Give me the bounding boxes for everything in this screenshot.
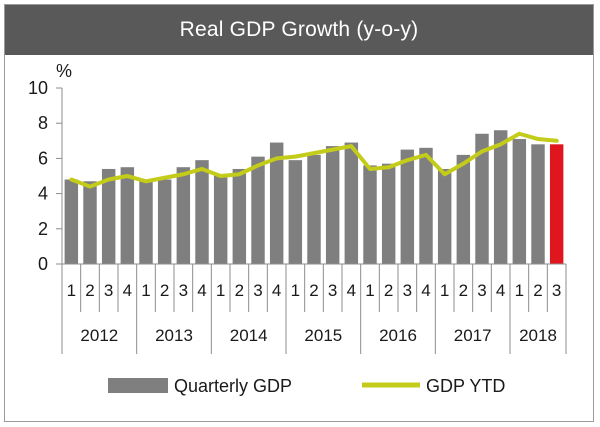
quarter-label-18: 3 xyxy=(403,281,412,300)
line-series-group xyxy=(69,131,559,189)
quarter-label-3: 4 xyxy=(123,281,132,300)
bar-1 xyxy=(83,181,97,264)
year-label-2012: 2012 xyxy=(80,326,118,345)
quarter-label-0: 1 xyxy=(67,281,76,300)
y-tick-label-10: 10 xyxy=(28,78,48,98)
bar-21 xyxy=(456,154,471,264)
quarter-label-8: 1 xyxy=(216,281,225,300)
bar-0 xyxy=(64,179,79,264)
quarter-label-13: 2 xyxy=(309,281,318,300)
quarter-label-20: 1 xyxy=(440,281,449,300)
quarter-label-23: 4 xyxy=(496,281,505,300)
bar-16 xyxy=(363,165,377,264)
quarter-label-6: 3 xyxy=(179,281,188,300)
year-label-2018: 2018 xyxy=(519,326,557,345)
bar-26 xyxy=(549,144,564,264)
quarter-label-19: 4 xyxy=(421,281,430,300)
quarter-label-7: 4 xyxy=(197,281,206,300)
bar-3 xyxy=(120,167,135,264)
quarter-label-12: 1 xyxy=(291,281,300,300)
chart-title: Real GDP Growth (y-o-y) xyxy=(5,5,593,55)
y-tick-label-4: 4 xyxy=(38,184,48,204)
legend-label-quarterly-gdp: Quarterly GDP xyxy=(174,376,292,396)
quarter-label-22: 3 xyxy=(477,281,486,300)
quarter-label-10: 3 xyxy=(253,281,262,300)
y-tick-label-2: 2 xyxy=(38,219,48,239)
quarter-label-16: 1 xyxy=(365,281,374,300)
year-label-2016: 2016 xyxy=(379,326,417,345)
quarter-label-4: 1 xyxy=(141,281,150,300)
quarter-label-1: 2 xyxy=(85,281,94,300)
year-label-2014: 2014 xyxy=(230,326,268,345)
bar-22 xyxy=(475,133,489,264)
bar-15 xyxy=(344,142,359,264)
legend-label-gdp-ytd: GDP YTD xyxy=(426,376,505,396)
bar-24 xyxy=(512,139,527,264)
quarter-label-15: 4 xyxy=(347,281,356,300)
bar-19 xyxy=(419,147,433,264)
bar-9 xyxy=(232,168,247,264)
quarter-label-21: 2 xyxy=(459,281,468,300)
legend-swatch-quarterly-gdp xyxy=(108,378,168,393)
axes-group: 0 2 4 6 8 10% xyxy=(28,61,566,274)
quarter-label-9: 2 xyxy=(235,281,244,300)
bar-20 xyxy=(437,168,452,264)
bar-7 xyxy=(195,160,209,264)
legend: Quarterly GDP GDP YTD xyxy=(108,376,505,396)
bar-25 xyxy=(531,144,545,264)
year-label-2013: 2013 xyxy=(155,326,193,345)
quarter-label-11: 4 xyxy=(272,281,281,300)
quarter-label-25: 2 xyxy=(533,281,542,300)
bar-8 xyxy=(213,174,228,264)
bar-5 xyxy=(157,179,172,264)
y-tick-label-8: 8 xyxy=(38,113,48,133)
y-axis-label: % xyxy=(56,61,72,81)
bar-13 xyxy=(307,154,321,264)
bar-18 xyxy=(400,149,415,264)
bar-23 xyxy=(493,130,508,264)
year-label-2015: 2015 xyxy=(304,326,342,345)
quarter-label-24: 1 xyxy=(515,281,524,300)
bar-12 xyxy=(288,160,303,264)
bar-10 xyxy=(251,156,265,264)
bar-17 xyxy=(381,163,396,264)
quarter-label-26: 3 xyxy=(552,281,561,300)
bar-4 xyxy=(139,179,153,264)
year-label-2017: 2017 xyxy=(454,326,492,345)
bar-11 xyxy=(269,142,284,264)
quarter-label-5: 2 xyxy=(160,281,169,300)
bar-2 xyxy=(101,168,116,264)
bar-14 xyxy=(325,146,340,264)
quarter-label-17: 2 xyxy=(384,281,393,300)
bar-6 xyxy=(176,167,191,264)
bar-series-group xyxy=(64,130,564,264)
quarter-label-2: 3 xyxy=(104,281,113,300)
quarter-label-14: 3 xyxy=(328,281,337,300)
y-tick-label-6: 6 xyxy=(38,148,48,168)
y-tick-label-0: 0 xyxy=(38,254,48,274)
